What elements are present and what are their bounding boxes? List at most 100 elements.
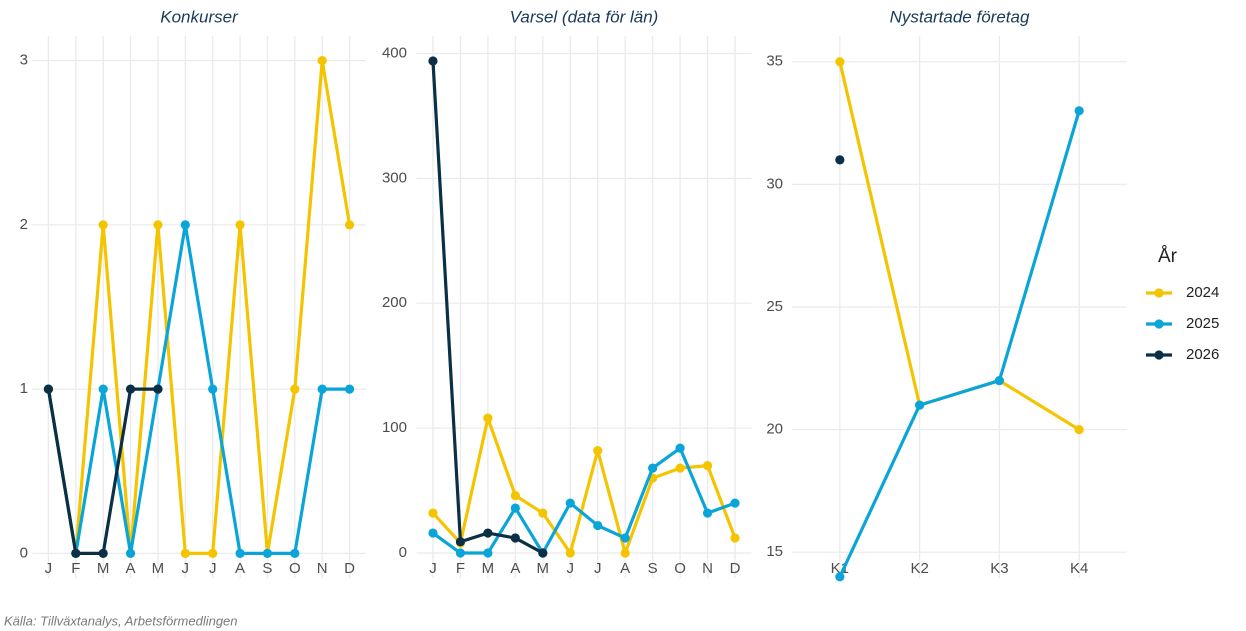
x-tick-label: K3	[990, 560, 1008, 577]
legend-swatch-point	[1154, 319, 1164, 329]
point	[290, 384, 300, 394]
y-tick-label: 100	[382, 419, 407, 436]
point	[180, 548, 190, 558]
x-tick-label: J	[182, 560, 190, 577]
point	[702, 461, 713, 471]
x-tick-label: O	[674, 560, 686, 577]
x-tick-label: D	[730, 560, 741, 577]
legend-label: 2025	[1186, 315, 1219, 332]
point	[317, 384, 327, 394]
point	[180, 220, 190, 230]
series-line	[431, 416, 737, 555]
series-line	[838, 61, 1080, 431]
point	[125, 548, 136, 558]
y-tick-label: 30	[766, 175, 783, 192]
point	[483, 413, 493, 423]
x-tick-label: K4	[1070, 560, 1088, 577]
point	[702, 508, 713, 518]
point	[208, 548, 218, 558]
point	[483, 528, 493, 538]
point	[538, 508, 548, 518]
x-tick-label: A	[235, 560, 245, 577]
point	[98, 384, 108, 394]
y-tick-label: 400	[382, 44, 407, 61]
x-tick-label: J	[209, 560, 217, 577]
point	[620, 548, 630, 558]
series-line	[838, 110, 1081, 578]
y-tick-label: 35	[766, 53, 783, 70]
point	[98, 548, 108, 558]
point	[208, 384, 218, 394]
caption: Källa: Tillväxtanalys, Arbetsförmedlinge…	[4, 613, 238, 628]
legend-label: 2024	[1186, 284, 1219, 301]
x-tick-label: S	[648, 560, 658, 577]
point	[483, 548, 493, 558]
legend-swatch-point	[1154, 350, 1164, 360]
series-line	[46, 59, 352, 555]
legend-title: År	[1158, 246, 1178, 267]
point	[593, 446, 603, 456]
point	[835, 155, 845, 165]
y-tick-label: 300	[382, 169, 407, 186]
point	[125, 384, 136, 394]
x-tick-label: S	[262, 560, 272, 577]
point	[835, 572, 845, 582]
point	[994, 375, 1004, 386]
point	[1074, 106, 1084, 116]
point	[915, 400, 925, 410]
x-tick-label: A	[126, 560, 136, 577]
point	[455, 548, 466, 558]
point	[675, 463, 685, 473]
point	[675, 443, 685, 453]
x-tick-label: A	[620, 560, 630, 577]
point	[428, 508, 438, 518]
x-tick-label: K2	[910, 560, 928, 577]
point	[153, 220, 163, 230]
x-tick-label: F	[456, 560, 465, 577]
point	[835, 57, 845, 67]
x-tick-label: J	[429, 560, 437, 577]
legend-label: 2026	[1186, 346, 1219, 363]
point	[290, 548, 300, 558]
point	[344, 220, 355, 230]
x-tick-label: D	[344, 560, 355, 577]
y-tick-label: 200	[382, 294, 407, 311]
y-tick-label: 20	[766, 421, 783, 438]
point	[43, 384, 54, 394]
y-tick-label: 0	[399, 544, 407, 561]
y-tick-label: 1	[20, 380, 28, 397]
x-tick-label: J	[594, 560, 602, 577]
point	[235, 548, 245, 558]
y-tick-label: 0	[20, 544, 28, 561]
y-tick-label: 3	[20, 52, 28, 69]
point	[620, 533, 630, 543]
point	[510, 533, 520, 543]
point	[510, 503, 520, 513]
point	[565, 548, 575, 558]
point	[593, 520, 603, 531]
x-tick-label: N	[317, 560, 328, 577]
point	[428, 528, 438, 538]
point	[1074, 425, 1084, 435]
x-tick-label: A	[510, 560, 520, 577]
x-tick-label: M	[482, 560, 495, 577]
x-tick-label: F	[71, 560, 80, 577]
x-tick-label: J	[45, 560, 53, 577]
legend-swatch-point	[1154, 288, 1164, 298]
point	[455, 537, 466, 547]
point	[262, 548, 273, 558]
y-tick-label: 25	[766, 298, 783, 315]
x-tick-label: M	[537, 560, 550, 577]
point	[98, 220, 108, 230]
x-tick-label: O	[289, 560, 301, 577]
panel-title: Nystartade företag	[890, 7, 1030, 26]
x-tick-label: N	[702, 560, 713, 577]
panel-title: Konkurser	[160, 7, 239, 26]
point	[153, 384, 163, 394]
point	[510, 490, 520, 501]
point	[344, 384, 355, 394]
